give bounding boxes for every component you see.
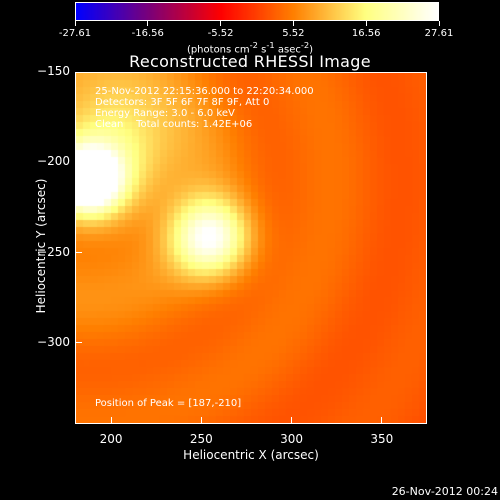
- chart-title: Reconstructed RHESSI Image: [129, 52, 371, 71]
- x-tick-mark: [381, 417, 383, 424]
- x-tick-label: 300: [280, 432, 304, 446]
- y-tick-mark: [75, 161, 82, 163]
- y-tick-mark: [75, 252, 82, 253]
- x-tick-label: 200: [99, 432, 123, 446]
- x-axis-label: Heliocentric X (arcsec): [183, 448, 319, 462]
- y-tick-mark: [75, 342, 82, 344]
- colorbar-tick-label: 5.52: [282, 28, 305, 39]
- units-exp: -2: [300, 40, 310, 50]
- units-part: (photons cm: [186, 44, 250, 56]
- units-part: s: [257, 44, 267, 56]
- heatmap-plot-area: [75, 72, 427, 424]
- annotation-energy: Energy Range: 3.0 - 6.0 keV: [95, 108, 235, 119]
- x-tick-mark: [291, 417, 293, 424]
- colorbar-tick-label: -27.61: [58, 28, 92, 39]
- y-tick-label: −300: [37, 334, 70, 349]
- y-tick-label: −250: [37, 244, 70, 259]
- y-axis-label: Heliocentric Y (arcsec): [34, 178, 48, 314]
- colorbar-tick-mark: [147, 21, 149, 26]
- annotation-clean: Clean Total counts: 1.42E+06: [95, 119, 253, 130]
- units-part: ): [309, 44, 314, 56]
- units-part: asec: [274, 44, 301, 56]
- units-exp: -1: [266, 40, 275, 50]
- y-tick-label: −150: [37, 64, 70, 78]
- colorbar-tick-mark: [74, 21, 76, 26]
- colorbar-units: (photons cm-2 s-1 asec-2): [0, 40, 500, 55]
- annotation-time: 25-Nov-2012 22:15:36.000 to 22:20:34.000: [95, 86, 314, 97]
- x-tick-mark: [200, 417, 202, 424]
- y-tick-label: −200: [37, 154, 70, 169]
- colorbar-tick-mark: [220, 21, 222, 26]
- colorbar-tick-label: 27.61: [424, 28, 454, 39]
- colorbar-gradient: [76, 3, 438, 20]
- annotation-detectors: Detectors: 3F 5F 6F 7F 8F 9F, Att 0: [95, 97, 270, 108]
- units-exp: -2: [249, 40, 258, 50]
- colorbar: [75, 2, 439, 21]
- colorbar-tick-label: -5.52: [207, 28, 234, 39]
- colorbar-tick-label: -16.56: [131, 28, 164, 39]
- heatmap-image: [76, 73, 426, 423]
- annotation-peak: Position of Peak = [187,-210]: [95, 398, 242, 409]
- colorbar-tick-mark: [292, 21, 294, 26]
- footer-timestamp: 26-Nov-2012 00:24: [391, 485, 498, 498]
- x-tick-mark: [110, 417, 112, 424]
- y-tick-mark: [75, 71, 82, 73]
- colorbar-tick-label: 16.56: [351, 28, 381, 39]
- x-tick-label: 250: [189, 432, 213, 446]
- x-tick-label: 350: [370, 432, 394, 446]
- colorbar-tick-mark: [365, 21, 367, 26]
- colorbar-tick-mark: [438, 21, 440, 26]
